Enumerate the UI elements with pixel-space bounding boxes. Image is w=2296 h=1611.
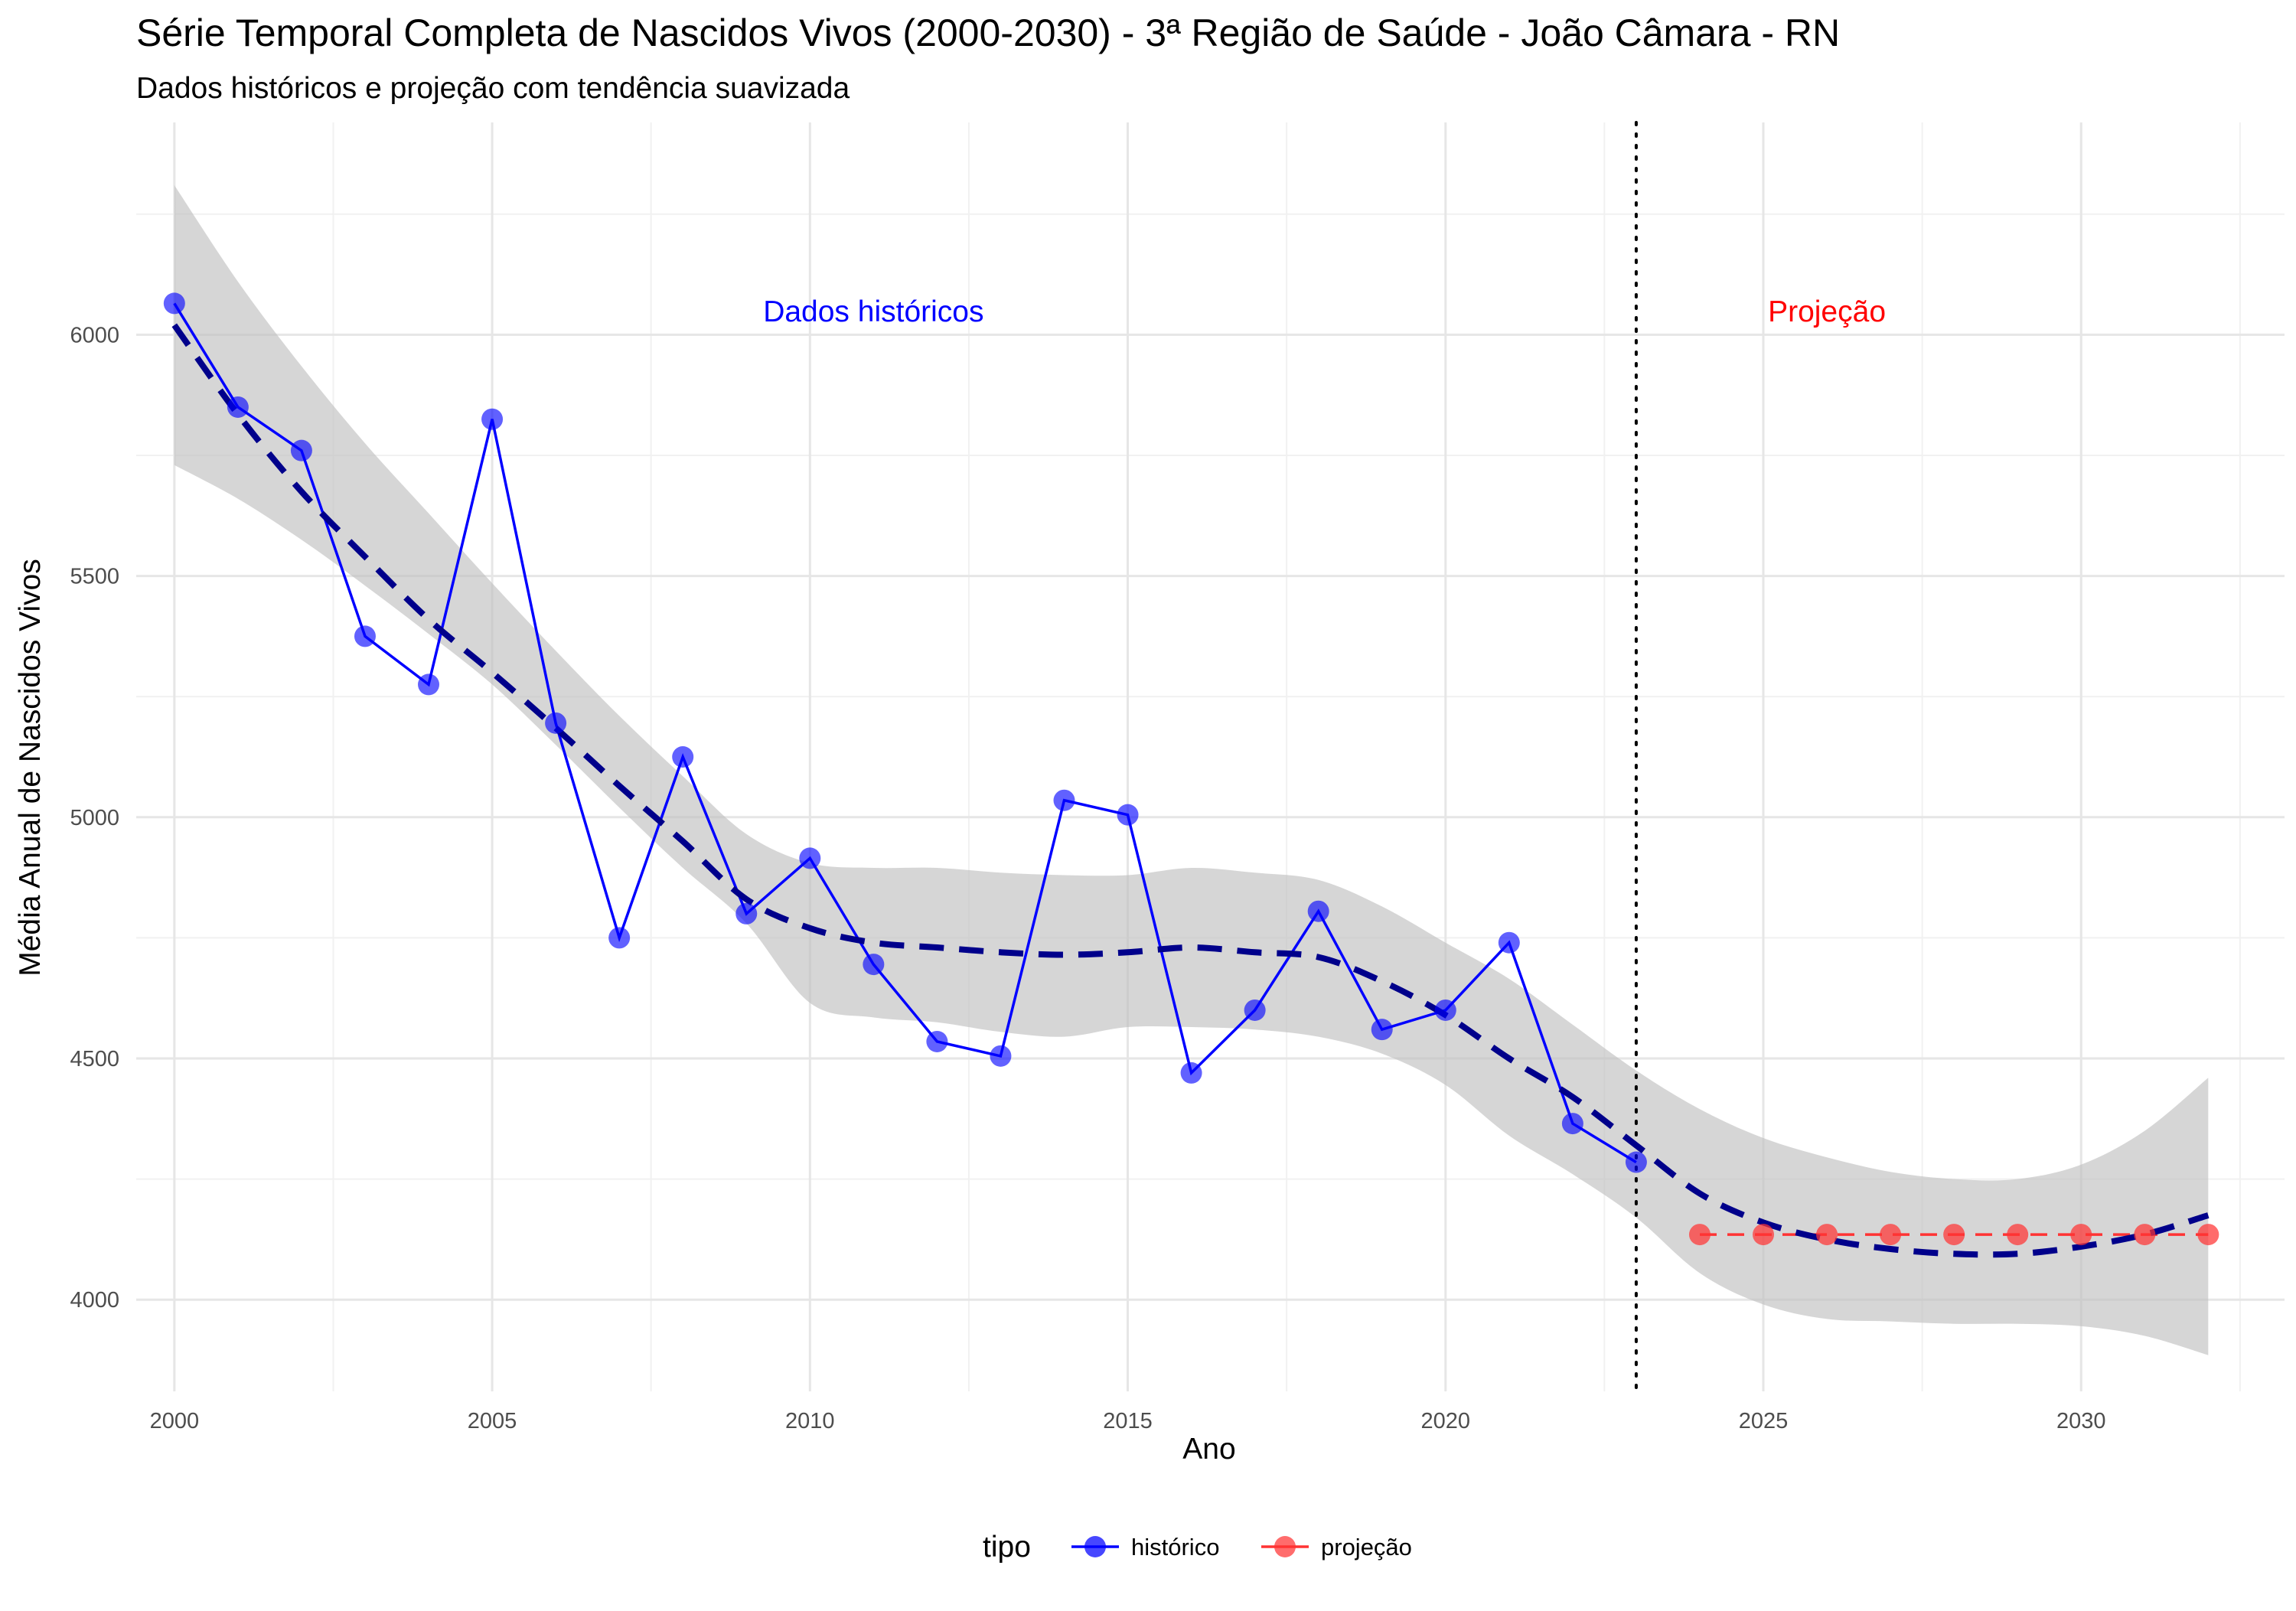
annotation-layer: Dados históricos Projeção bbox=[763, 295, 1886, 328]
legend-label: histórico bbox=[1131, 1534, 1219, 1560]
trend-layer bbox=[171, 323, 2210, 1258]
points-layer bbox=[163, 292, 2219, 1246]
point-projecao bbox=[1688, 1224, 1711, 1246]
x-tick-label: 2000 bbox=[150, 1409, 200, 1433]
point-historico bbox=[1307, 900, 1329, 922]
y-tick-label: 4500 bbox=[70, 1047, 119, 1071]
annotation-label: Dados históricos bbox=[763, 295, 983, 328]
point-projecao bbox=[2070, 1224, 2092, 1246]
y-tick-label: 5500 bbox=[70, 565, 119, 589]
point-historico bbox=[227, 396, 249, 418]
x-tick-label: 2030 bbox=[2056, 1409, 2106, 1433]
chart-title: Série Temporal Completa de Nascidos Vivo… bbox=[136, 11, 1840, 54]
point-projecao bbox=[2134, 1224, 2156, 1246]
legend-key-point bbox=[1084, 1536, 1106, 1557]
point-historico bbox=[1180, 1061, 1202, 1084]
y-axis-title: Média Anual de Nascidos Vivos bbox=[14, 559, 47, 977]
point-historico bbox=[608, 927, 631, 949]
point-historico bbox=[1498, 931, 1520, 954]
point-projecao bbox=[1816, 1224, 1838, 1246]
y-tick-label: 4000 bbox=[70, 1288, 119, 1313]
point-historico bbox=[1117, 804, 1139, 826]
legend-label: projeção bbox=[1321, 1534, 1412, 1560]
x-tick-label: 2015 bbox=[1103, 1409, 1153, 1433]
series-layer bbox=[173, 302, 2209, 1236]
confidence-band-layer bbox=[174, 185, 2209, 1355]
point-historico bbox=[1561, 1113, 1583, 1135]
point-projecao bbox=[2007, 1224, 2029, 1246]
point-historico bbox=[735, 902, 758, 925]
x-tick-label: 2010 bbox=[785, 1409, 835, 1433]
x-tick-label: 2020 bbox=[1421, 1409, 1471, 1433]
series-line-historico bbox=[173, 302, 1637, 1164]
point-historico bbox=[354, 625, 376, 647]
y-tick-label: 5000 bbox=[70, 806, 119, 830]
point-historico bbox=[863, 954, 885, 976]
legend: tipo histórico projeção bbox=[983, 1531, 1412, 1564]
point-historico bbox=[545, 712, 567, 734]
x-tick-label: 2005 bbox=[468, 1409, 517, 1433]
point-projecao bbox=[1880, 1224, 1902, 1246]
confidence-band bbox=[174, 185, 2209, 1355]
point-historico bbox=[1625, 1151, 1647, 1173]
legend-key-point bbox=[1274, 1536, 1296, 1557]
x-tick-label: 2025 bbox=[1739, 1409, 1789, 1433]
point-projecao bbox=[1753, 1224, 1775, 1246]
point-projecao bbox=[1943, 1224, 1965, 1246]
x-axis-title: Ano bbox=[1182, 1433, 1235, 1466]
y-tick-label: 6000 bbox=[70, 323, 119, 347]
point-projecao bbox=[2197, 1224, 2219, 1246]
point-historico bbox=[1371, 1019, 1393, 1041]
point-historico bbox=[1244, 999, 1266, 1021]
legend-title: tipo bbox=[983, 1531, 1031, 1564]
point-historico bbox=[163, 292, 185, 315]
point-historico bbox=[1053, 789, 1075, 811]
point-historico bbox=[1434, 999, 1456, 1021]
chart-subtitle: Dados históricos e projeção com tendênci… bbox=[136, 72, 850, 105]
tick-label-layer: 2000 2005 2010 2015 2020 2025 2030 4000 4500 5000… bbox=[70, 323, 2105, 1433]
point-historico bbox=[290, 439, 312, 461]
point-historico bbox=[926, 1030, 948, 1052]
point-historico bbox=[418, 673, 440, 696]
trend-line bbox=[171, 323, 2210, 1258]
point-historico bbox=[799, 847, 821, 869]
point-historico bbox=[990, 1045, 1012, 1067]
annotation-label: Projeção bbox=[1768, 295, 1886, 328]
point-historico bbox=[481, 408, 504, 430]
point-historico bbox=[672, 746, 694, 768]
